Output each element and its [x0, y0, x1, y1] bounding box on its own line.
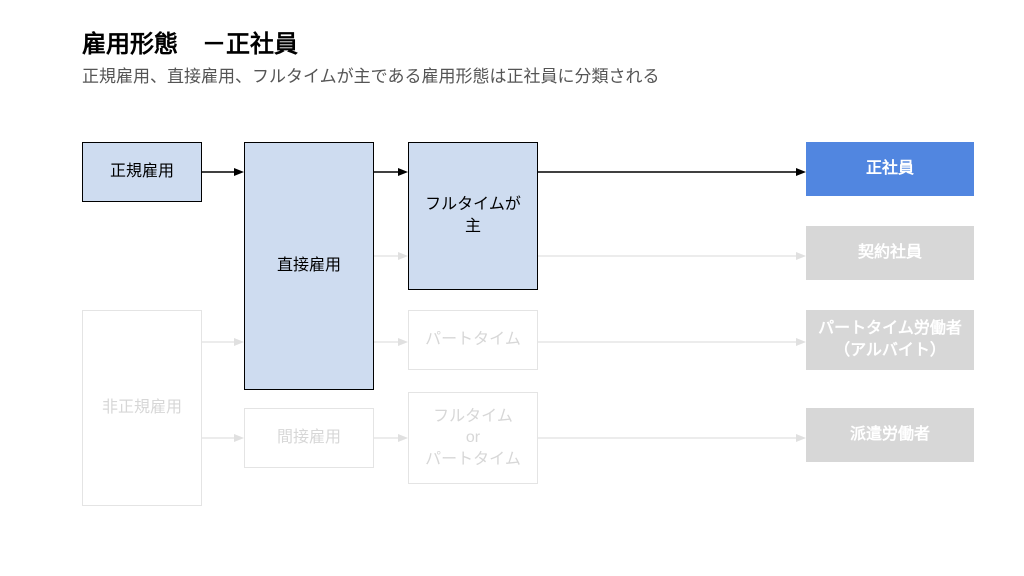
node-kansetsu: 間接雇用: [244, 408, 374, 468]
node-label: 正規雇用: [110, 161, 174, 183]
node-partw: パートタイム労働者（アルバイト）: [806, 310, 974, 370]
node-label: 契約社員: [858, 242, 922, 264]
node-label: パートタイム労働者（アルバイト）: [818, 318, 962, 361]
node-label: 派遣労働者: [850, 424, 930, 446]
diagram-canvas: 雇用形態 －正社員 正規雇用、直接雇用、フルタイムが主である雇用形態は正社員に分…: [0, 0, 1024, 576]
node-parttime: パートタイム: [408, 310, 538, 370]
node-seiki: 正規雇用: [82, 142, 202, 202]
node-label: フルタイムorパートタイム: [425, 406, 521, 471]
node-label: 直接雇用: [277, 255, 341, 277]
node-label: パートタイム: [425, 329, 521, 351]
node-hiseiki: 非正規雇用: [82, 310, 202, 506]
node-label: フルタイムが主: [425, 194, 521, 237]
node-haken: 派遣労働者: [806, 408, 974, 462]
node-chokusetsu: 直接雇用: [244, 142, 374, 390]
node-label: 間接雇用: [277, 427, 341, 449]
node-ftorpt: フルタイムorパートタイム: [408, 392, 538, 484]
node-label: 非正規雇用: [102, 397, 182, 419]
page-title: 雇用形態 －正社員: [82, 24, 298, 59]
node-keiyaku: 契約社員: [806, 226, 974, 280]
node-seishain: 正社員: [806, 142, 974, 196]
page-subtitle: 正規雇用、直接雇用、フルタイムが主である雇用形態は正社員に分類される: [82, 62, 660, 87]
node-fulltime: フルタイムが主: [408, 142, 538, 290]
node-label: 正社員: [866, 158, 914, 180]
